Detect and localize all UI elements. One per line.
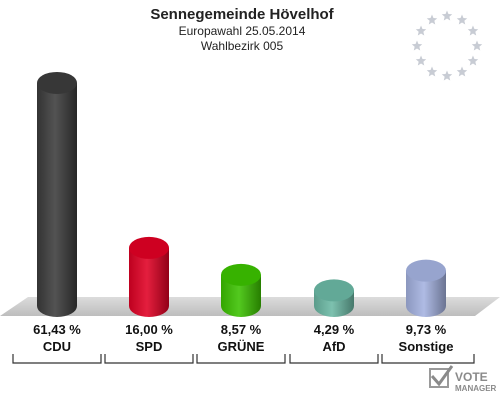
category-label: CDU [43,339,71,354]
bar-spd [129,236,169,317]
logo-text-vote: VOTE [455,370,488,384]
bar-cdu [37,71,77,317]
chart-subtitle-district: Wahlbezirk 005 [201,39,284,53]
bar-sonstige [406,259,446,317]
category-bracket [196,354,286,364]
category-bracket [104,354,194,364]
value-label: 16,00 % [125,322,173,337]
star-icon [467,55,479,66]
star-icon [456,66,468,77]
star-icon [441,10,453,21]
star-icon [426,66,438,77]
bar-grüne [221,263,261,317]
chart-title: Sennegemeinde Hövelhof [150,6,334,23]
star-icon [467,25,479,36]
value-label: 8,57 % [221,322,262,337]
check-ballot-icon [429,365,454,388]
vote-manager-logo: VOTE MANAGER [429,365,497,393]
category-bracket [289,354,379,364]
category-bracket [381,354,475,364]
star-icon [441,70,453,81]
category-label: Sonstige [399,339,454,354]
category-label: GRÜNE [218,339,265,354]
star-icon [456,14,468,25]
star-icon [471,40,483,51]
star-icon [426,14,438,25]
bars-group [37,71,446,317]
eu-stars-icon [411,10,483,81]
value-label: 4,29 % [314,322,355,337]
bar-afd [314,279,354,317]
value-label: 61,43 % [33,322,81,337]
chart-subtitle-election: Europawahl 25.05.2014 [179,24,306,38]
value-label: 9,73 % [406,322,447,337]
star-icon [411,40,423,51]
star-icon [415,25,427,36]
category-label: SPD [136,339,163,354]
category-bracket [12,354,102,364]
star-icon [415,55,427,66]
category-label: AfD [322,339,345,354]
category-brackets [12,354,475,364]
logo-text-manager: MANAGER [455,384,497,393]
labels-group: 61,43 % CDU 16,00 % SPD 8,57 % GRÜNE 4,29 % AfD… [33,322,453,354]
